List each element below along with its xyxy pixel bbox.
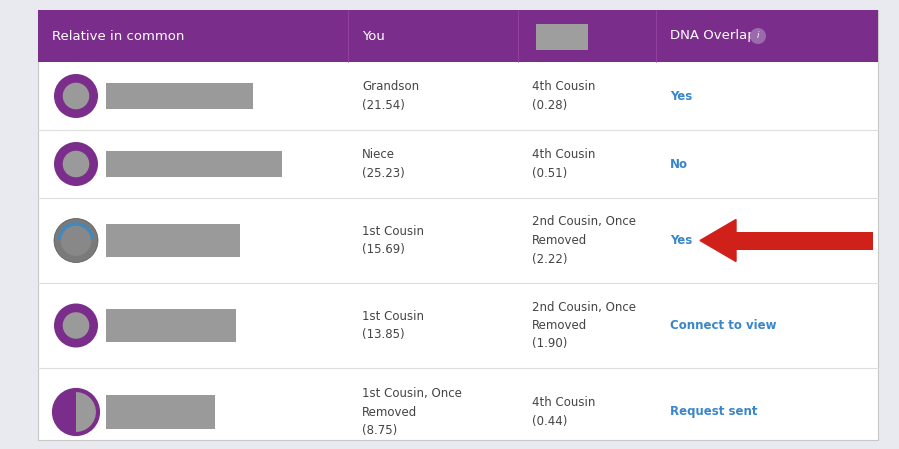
Circle shape — [54, 142, 98, 186]
FancyBboxPatch shape — [536, 24, 588, 50]
FancyBboxPatch shape — [736, 232, 873, 250]
Text: No: No — [670, 158, 688, 171]
Text: i: i — [757, 31, 760, 40]
Text: Request sent: Request sent — [670, 405, 758, 418]
Text: Grandson
(21.54): Grandson (21.54) — [362, 80, 419, 112]
Circle shape — [60, 225, 92, 256]
Circle shape — [63, 83, 89, 109]
Text: 4th Cousin
(0.51): 4th Cousin (0.51) — [532, 148, 595, 180]
FancyBboxPatch shape — [106, 395, 215, 429]
FancyBboxPatch shape — [106, 309, 236, 342]
FancyBboxPatch shape — [106, 83, 253, 109]
Text: 2nd Cousin, Once
Removed
(2.22): 2nd Cousin, Once Removed (2.22) — [532, 216, 636, 265]
FancyBboxPatch shape — [38, 10, 878, 440]
Text: Yes: Yes — [670, 89, 692, 102]
Text: DNA Overlap: DNA Overlap — [670, 30, 756, 43]
Text: 2nd Cousin, Once
Removed
(1.90): 2nd Cousin, Once Removed (1.90) — [532, 300, 636, 351]
FancyBboxPatch shape — [106, 151, 282, 177]
Circle shape — [54, 304, 98, 348]
Text: 1st Cousin, Once
Removed
(8.75): 1st Cousin, Once Removed (8.75) — [362, 387, 462, 437]
Circle shape — [750, 28, 766, 44]
FancyBboxPatch shape — [106, 224, 240, 257]
Text: You: You — [362, 30, 385, 43]
Text: 4th Cousin
(0.44): 4th Cousin (0.44) — [532, 396, 595, 428]
FancyBboxPatch shape — [38, 10, 878, 62]
Polygon shape — [700, 220, 736, 261]
Text: 4th Cousin
(0.28): 4th Cousin (0.28) — [532, 80, 595, 112]
Text: Yes: Yes — [670, 234, 692, 247]
Text: Connect to view: Connect to view — [670, 319, 777, 332]
Text: Niece
(25.23): Niece (25.23) — [362, 148, 405, 180]
Circle shape — [54, 219, 98, 263]
Text: 1st Cousin
(13.85): 1st Cousin (13.85) — [362, 310, 424, 341]
Wedge shape — [54, 390, 76, 434]
Circle shape — [63, 151, 89, 177]
Circle shape — [54, 390, 98, 434]
Circle shape — [54, 74, 98, 118]
Text: 1st Cousin
(15.69): 1st Cousin (15.69) — [362, 225, 424, 256]
Text: Relative in common: Relative in common — [52, 30, 184, 43]
Circle shape — [63, 312, 89, 339]
